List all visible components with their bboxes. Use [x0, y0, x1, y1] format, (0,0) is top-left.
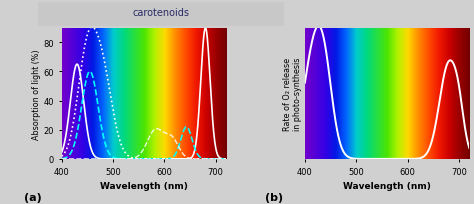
Text: (a): (a) — [24, 192, 41, 202]
Bar — [38, 3, 284, 27]
Text: (b): (b) — [265, 192, 283, 202]
Text: carotenoids: carotenoids — [133, 8, 190, 18]
X-axis label: Wavelength (nm): Wavelength (nm) — [100, 181, 188, 190]
Y-axis label: Rate of O₂ release
in photo­synthesis: Rate of O₂ release in photo­synthesis — [283, 57, 302, 130]
Y-axis label: Absorption of light (%): Absorption of light (%) — [32, 49, 41, 139]
X-axis label: Wavelength (nm): Wavelength (nm) — [343, 181, 431, 190]
